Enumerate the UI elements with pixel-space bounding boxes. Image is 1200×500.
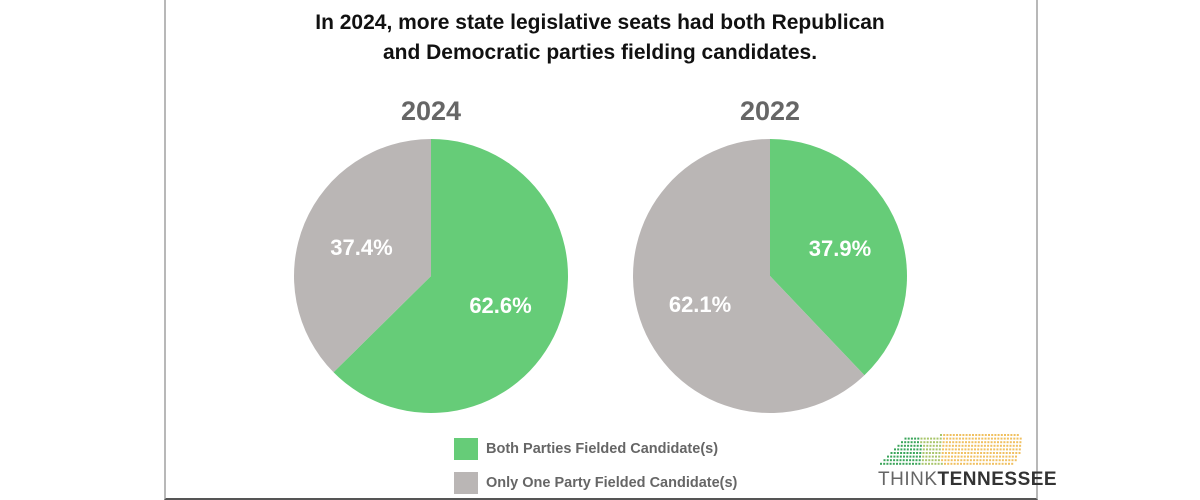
pie-2022-slice-0 <box>770 139 907 376</box>
logo-tennessee: TENNESSEE <box>937 469 1058 490</box>
legend: Both Parties Fielded Candidate(s) Only O… <box>454 432 737 500</box>
legend-item-both: Both Parties Fielded Candidate(s) <box>454 432 737 466</box>
chart-title: In 2024, more state legislative seats ha… <box>0 8 1200 68</box>
tennessee-map-logo-icon <box>880 434 1022 465</box>
legend-item-one: Only One Party Fielded Candidate(s) <box>454 466 737 500</box>
chart-frame <box>164 0 1038 500</box>
legend-label-both: Both Parties Fielded Candidate(s) <box>486 441 719 457</box>
pie-2024-slice-0 <box>333 139 568 413</box>
title-line-2: and Democratic parties fielding candidat… <box>382 41 818 64</box>
legend-label-one: Only One Party Fielded Candidate(s) <box>486 475 738 491</box>
pie-2024-label-0: 62.6% <box>469 293 531 318</box>
logo-text: THINKTENNESSEE <box>878 469 1057 491</box>
pie-2022-label-0: 37.9% <box>809 236 871 261</box>
pie-2024-label-1: 37.4% <box>330 235 392 260</box>
legend-swatch-one <box>454 472 478 494</box>
pie-title-2024: 2024 <box>400 96 462 126</box>
pie-2022-slice-1 <box>633 139 865 413</box>
pie-title-2022: 2022 <box>739 96 801 126</box>
legend-swatch-both <box>454 438 478 460</box>
pie-2024-slice-1 <box>294 138 431 373</box>
pie-2022-label-1: 62.1% <box>669 292 731 317</box>
logo-think: THINK <box>878 469 938 490</box>
title-line-1: In 2024, more state legislative seats ha… <box>315 11 885 34</box>
